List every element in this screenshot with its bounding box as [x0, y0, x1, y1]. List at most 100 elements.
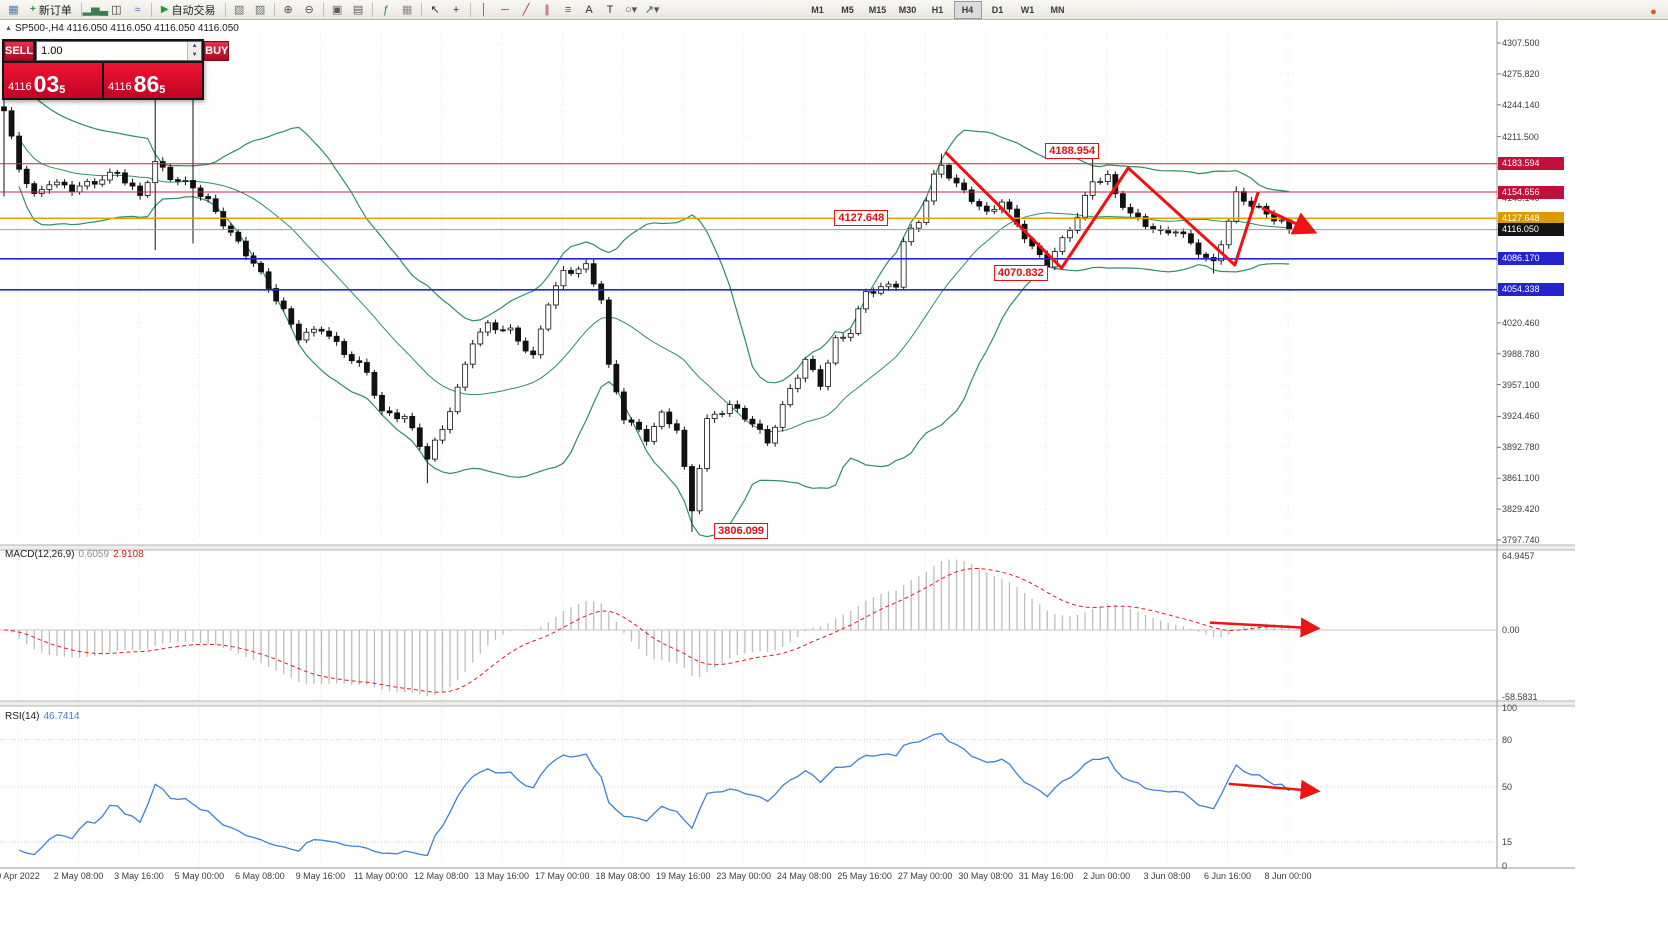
rsi-value: 46.7414 — [43, 711, 80, 722]
timeframe-button-d1[interactable]: D1 — [991, 4, 1004, 15]
volume-decrease-button[interactable]: ▼ — [188, 51, 202, 60]
ask-price-sup: 5 — [159, 84, 166, 96]
price-axis-tick: 3797.740 — [1502, 535, 1540, 545]
symbol-icon: ▲ — [5, 25, 12, 32]
toolbar-separator — [469, 2, 471, 17]
new-chart-icon[interactable]: ▧ — [233, 4, 245, 16]
price-axis-tick: 4020.460 — [1502, 317, 1540, 328]
terminal-window-icon[interactable]: ▦ — [8, 4, 19, 16]
timeframe-button-h1[interactable]: H1 — [931, 4, 944, 15]
crosshair-icon[interactable]: + — [452, 3, 460, 16]
vertical-line-icon[interactable]: │ — [480, 3, 488, 16]
toolbar-separator — [322, 2, 324, 17]
zoom-out-icon[interactable]: ⊖ — [304, 4, 314, 16]
buy-button[interactable]: BUY — [204, 41, 230, 61]
text-icon[interactable]: A — [585, 3, 593, 16]
timeframe-button-m30[interactable]: M30 — [898, 4, 917, 15]
price-axis-tick: 4275.820 — [1502, 68, 1540, 79]
symbol-ohlc-line: ▲ SP500-,H4 4116.050 4116.050 4116.050 41… — [5, 23, 239, 34]
ask-price-big: 86 — [133, 71, 160, 97]
rsi-axis-tick: 100 — [1502, 703, 1518, 713]
grid-icon[interactable]: ▦ — [401, 4, 413, 16]
shapes-dropdown-icon[interactable]: ○▾ — [624, 4, 638, 16]
price-axis-tick: 3924.460 — [1502, 411, 1540, 422]
toolbar-separator — [150, 2, 152, 17]
rsi-indicator-label: RSI(14) 46.7414 — [5, 711, 80, 722]
tile-windows-icon[interactable]: ▣ — [331, 4, 343, 16]
price-callout[interactable]: 4188.954 — [1045, 142, 1100, 159]
volume-input[interactable] — [37, 42, 188, 60]
arrows-dropdown-icon[interactable]: ↗▾ — [644, 4, 660, 16]
profiles-icon[interactable]: ▨ — [254, 4, 266, 16]
fibonacci-icon[interactable]: ≡ — [564, 3, 572, 16]
equidistant-channel-icon[interactable]: ∥ — [544, 4, 550, 16]
price-axis-tick: 3829.420 — [1502, 504, 1540, 515]
price-axis-tick: 4244.140 — [1502, 99, 1540, 110]
ask-price-small: 4116 — [108, 81, 132, 93]
price-level-tag: 4054.338 — [1498, 283, 1564, 297]
bid-price-sup: 5 — [59, 84, 66, 96]
sell-button[interactable]: SELL — [4, 41, 35, 61]
trendline-icon[interactable]: ╱ — [522, 4, 530, 16]
rsi-axis-tick: 0 — [1502, 861, 1508, 871]
price-level-tag: 4154.656 — [1498, 185, 1564, 199]
price-level-tag: 4086.170 — [1498, 252, 1564, 266]
new-order-button-label: 新订单 — [38, 4, 72, 17]
timeframe-button-w1[interactable]: W1 — [1020, 4, 1035, 15]
toolbar-separator — [273, 2, 275, 17]
one-click-trading-panel: SELL ▲ ▼ BUY 4116 03 5 4116 — [2, 39, 230, 100]
symbol-ohlc-text: SP500-,H4 4116.050 4116.050 4116.050 411… — [14, 23, 239, 34]
price-axis-tick: 3957.100 — [1502, 379, 1540, 390]
price-callout[interactable]: 4127.648 — [834, 209, 889, 226]
auto-trading-button[interactable]: ▶ 自动交易 — [155, 0, 222, 19]
ask-price-display[interactable]: 4116 86 5 — [104, 63, 202, 98]
time-axis-label: 2 Jun 00:00 — [1083, 871, 1131, 881]
time-axis-label: 5 May 00:00 — [174, 871, 225, 881]
horizontal-line-icon[interactable]: ─ — [501, 3, 509, 16]
rsi-name: RSI(14) — [5, 711, 40, 722]
cursor-icon[interactable]: ↖ — [430, 4, 440, 16]
bid-price-big: 03 — [33, 71, 60, 97]
price-level-tag: 4183.594 — [1498, 157, 1564, 171]
toolbar: ▦ + 新订单 ▂▅▃ ◫ ≈ ▶ 自动交易 ▧ ▨ ⊕ ⊖ ▣ ▤ ƒ ▦ ↖ + │ ─ ╱ ∥ ≡ A T ○▾ ↗▾ M1 M5… — [0, 0, 1668, 20]
timeframe-button-m1[interactable]: M1 — [811, 4, 824, 15]
notification-icon[interactable]: ● — [1650, 5, 1657, 18]
new-order-button[interactable]: + 新订单 — [24, 0, 78, 19]
bar-chart-icon[interactable]: ▂▅▃ — [82, 4, 109, 16]
price-axis-tick: 3892.780 — [1502, 442, 1540, 453]
timeframe-button-m15[interactable]: M15 — [868, 4, 887, 15]
bid-price-display[interactable]: 4116 03 5 — [4, 63, 102, 98]
time-axis-label: 23 May 00:00 — [716, 871, 771, 881]
indicators-icon[interactable]: ƒ — [382, 3, 390, 16]
zoom-in-icon[interactable]: ⊕ — [283, 4, 293, 16]
volume-field: ▲ ▼ — [36, 41, 203, 61]
timeframe-button-mn[interactable]: MN — [1050, 4, 1065, 15]
price-axis-tick: 4307.500 — [1502, 38, 1540, 48]
macd-axis-tick: -58.5831 — [1502, 691, 1538, 702]
candlestick-chart-icon[interactable]: ◫ — [111, 4, 122, 16]
time-axis-label: 6 Jun 16:00 — [1203, 871, 1252, 881]
time-axis-label: 24 May 08:00 — [776, 871, 832, 881]
label-icon[interactable]: T — [606, 3, 614, 16]
price-level-tag: 4116.050 — [1498, 223, 1564, 237]
price-callout[interactable]: 4070.832 — [993, 265, 1048, 282]
price-axis-tick: 3988.780 — [1502, 348, 1540, 359]
time-axis-label: 8 Jun 00:00 — [1264, 871, 1312, 881]
time-axis-label: 17 May 00:00 — [535, 871, 590, 881]
auto-trading-button-icon: ▶ — [160, 4, 169, 15]
timeframe-button-m5[interactable]: M5 — [841, 4, 854, 15]
price-callout[interactable]: 3806.099 — [714, 523, 769, 540]
toolbar-separator — [80, 2, 82, 17]
rsi-axis-tick: 50 — [1502, 782, 1513, 792]
macd-value-signal: 2.9108 — [113, 549, 144, 560]
toolbar-separator — [371, 2, 373, 17]
volume-increase-button[interactable]: ▲ — [188, 42, 202, 51]
volume-spinner: ▲ ▼ — [187, 42, 202, 60]
timeframe-button-h4[interactable]: H4 — [953, 0, 982, 19]
macd-value-main: 0.6059 — [78, 549, 110, 560]
cascade-windows-icon[interactable]: ▤ — [352, 4, 364, 16]
timeframe-group: M1 M5 M15 M30 H1 H4 D1 W1 MN — [803, 0, 1073, 19]
line-chart-icon[interactable]: ≈ — [134, 3, 141, 16]
